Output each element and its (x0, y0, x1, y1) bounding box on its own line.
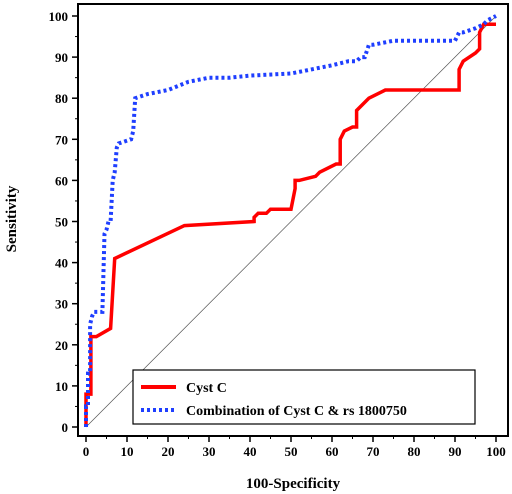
y-tick-label: 40 (55, 256, 68, 271)
x-tick-label: 20 (162, 444, 175, 459)
diagonal-reference-line (85, 15, 497, 428)
x-tick-label: 10 (121, 444, 134, 459)
y-tick-label: 70 (55, 132, 68, 147)
y-tick-label: 80 (55, 91, 68, 106)
legend-label-cyst-c: Cyst C (186, 381, 227, 396)
y-tick-label: 30 (55, 297, 68, 312)
legend-box (132, 369, 476, 425)
x-axis: 0 10 20 30 40 50 60 70 80 90 100 (83, 436, 506, 459)
x-tick-label: 50 (285, 444, 298, 459)
y-axis-title: Sensitivity (4, 185, 20, 252)
x-tick-label: 100 (486, 444, 506, 459)
plot-frame (77, 3, 509, 437)
series-line-combination (84, 14, 497, 427)
y-axis: 0 10 20 30 40 50 60 70 80 90 100 (49, 9, 78, 435)
x-tick-label: 60 (326, 444, 339, 459)
legend: Cyst C Combination of Cyst C & rs 180075… (132, 369, 476, 425)
y-tick-label: 10 (55, 379, 68, 394)
y-tick-label: 50 (55, 215, 68, 230)
legend-label-combination: Combination of Cyst C & rs 1800750 (186, 404, 407, 419)
x-tick-label: 0 (83, 444, 90, 459)
x-tick-label: 30 (203, 444, 216, 459)
series-line-cyst-c (84, 22, 496, 427)
x-tick-label: 70 (367, 444, 380, 459)
series-layer (84, 14, 497, 427)
y-tick-label: 0 (62, 420, 69, 435)
y-tick-label: 20 (55, 338, 68, 353)
x-tick-label: 90 (449, 444, 462, 459)
y-tick-label: 60 (55, 173, 68, 188)
y-tick-label: 100 (49, 9, 69, 24)
x-tick-label: 40 (244, 444, 257, 459)
x-tick-label: 80 (408, 444, 421, 459)
y-tick-label: 90 (55, 50, 68, 65)
x-axis-title: 100-Specificity (246, 476, 341, 492)
